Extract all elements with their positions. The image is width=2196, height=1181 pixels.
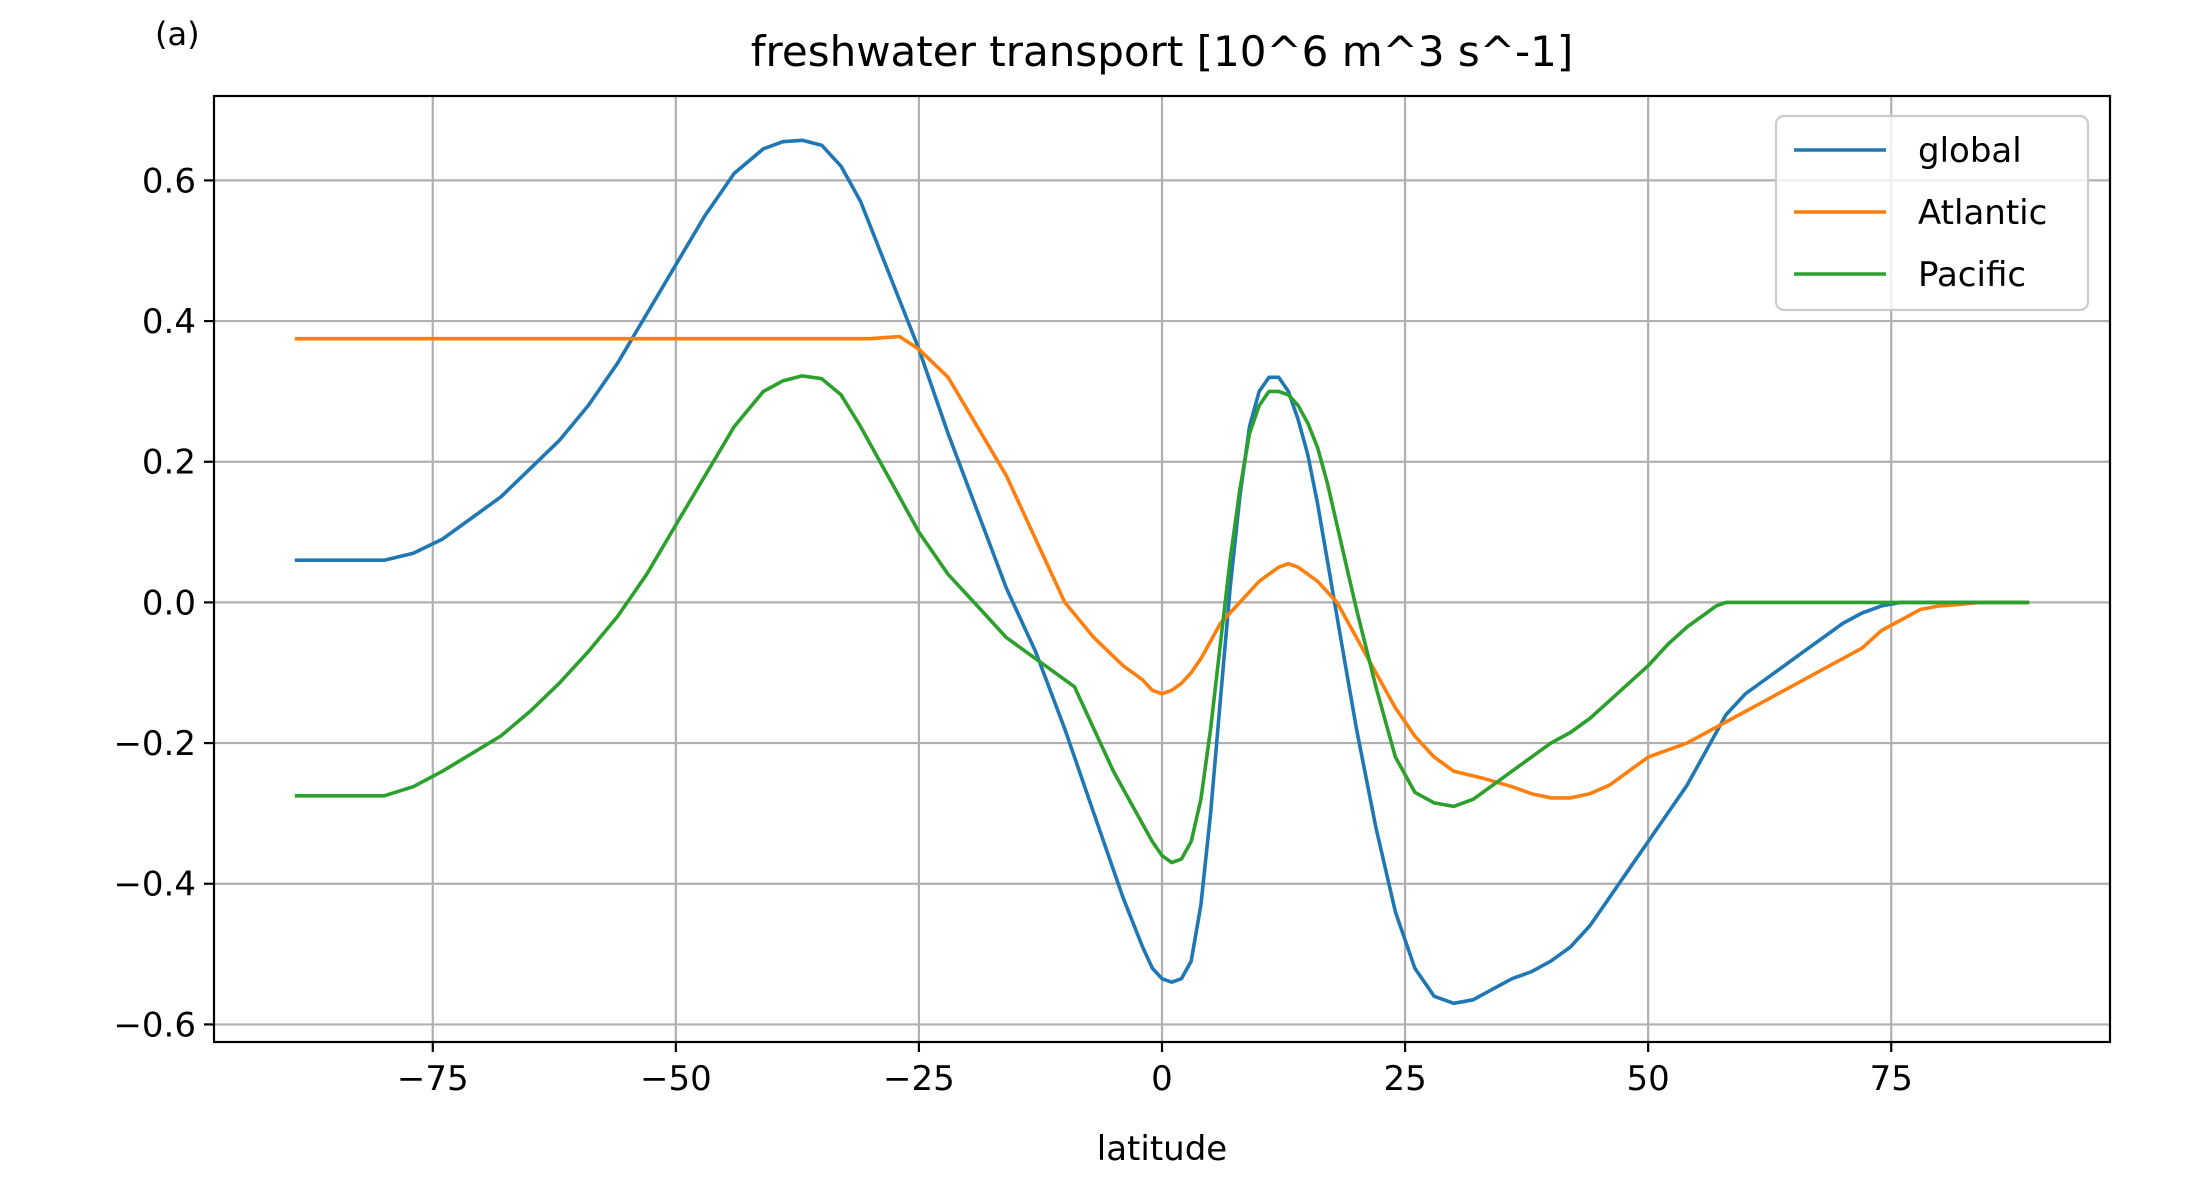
y-tick-label: −0.6 bbox=[113, 1005, 196, 1045]
x-axis-label: latitude bbox=[1097, 1129, 1227, 1169]
y-tick-label: 0.4 bbox=[142, 302, 196, 342]
chart-title: freshwater transport [10^6 m^3 s^-1] bbox=[751, 27, 1574, 76]
x-tick-label: 75 bbox=[1870, 1059, 1913, 1099]
y-tick-label: 0.0 bbox=[142, 583, 196, 623]
x-tick-label: 0 bbox=[1151, 1059, 1173, 1099]
series-line-pacific bbox=[294, 374, 2030, 865]
series-line-global bbox=[294, 138, 2030, 1006]
y-tick-label: 0.2 bbox=[142, 443, 196, 483]
legend: global Atlantic Pacific bbox=[1774, 114, 2090, 312]
x-tick-label: −25 bbox=[883, 1059, 955, 1099]
y-tick-label: −0.2 bbox=[113, 724, 196, 764]
x-tick-label: −50 bbox=[640, 1059, 712, 1099]
legend-label-pacific: Pacific bbox=[1918, 255, 2026, 295]
x-tick-label: 25 bbox=[1383, 1059, 1426, 1099]
legend-box bbox=[1774, 114, 2090, 312]
axis-ticks: −75 −50 −25 0 25 50 75 −0.6 −0.4 −0.2 0.0 0.2 0.4 0.6 bbox=[113, 161, 1912, 1099]
legend-label-atlantic: Atlantic bbox=[1918, 193, 2047, 233]
panel-label: (a) bbox=[155, 15, 200, 53]
x-tick-label: −75 bbox=[397, 1059, 469, 1099]
y-tick-label: −0.4 bbox=[113, 865, 196, 905]
legend-label-global: global bbox=[1918, 131, 2022, 171]
y-tick-label: 0.6 bbox=[142, 161, 196, 201]
plot-area bbox=[294, 138, 2030, 1006]
x-tick-label: 50 bbox=[1627, 1059, 1670, 1099]
